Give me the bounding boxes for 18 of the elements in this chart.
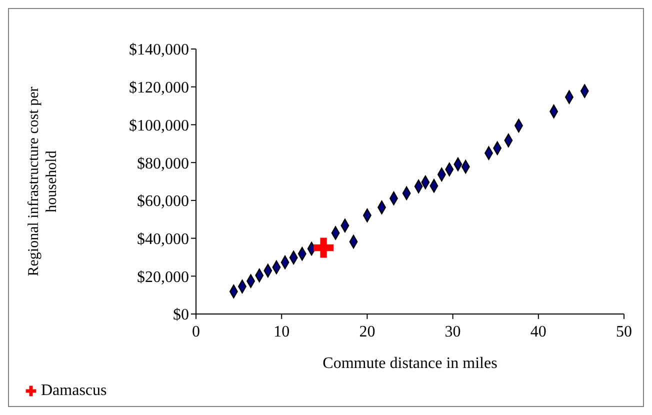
y-tick-label: $120,000	[129, 80, 189, 97]
x-tick-label: 40	[530, 323, 546, 340]
y-tick-label: $100,000	[129, 117, 189, 134]
y-tick-label: $80,000	[137, 155, 189, 172]
y-tick-label: $40,000	[137, 230, 189, 248]
x-tick-label: 30	[444, 323, 461, 340]
y-axis-title: Regional infrastructure cost per household	[26, 86, 60, 276]
x-tick-label: 20	[359, 323, 376, 340]
x-tick-label: 50	[616, 323, 632, 340]
y-tick-label: $140,000	[129, 42, 189, 59]
x-axis-title: Commute distance in miles	[322, 355, 498, 372]
y-tick-label: $0	[173, 306, 189, 324]
point	[314, 238, 334, 258]
x-tick-label: 0	[192, 323, 200, 340]
y-tick-label: $60,000	[137, 193, 189, 210]
legend-label: Damascus	[41, 382, 107, 400]
x-tick-label: 10	[274, 323, 290, 340]
y-tick-label: $20,000	[137, 268, 189, 286]
